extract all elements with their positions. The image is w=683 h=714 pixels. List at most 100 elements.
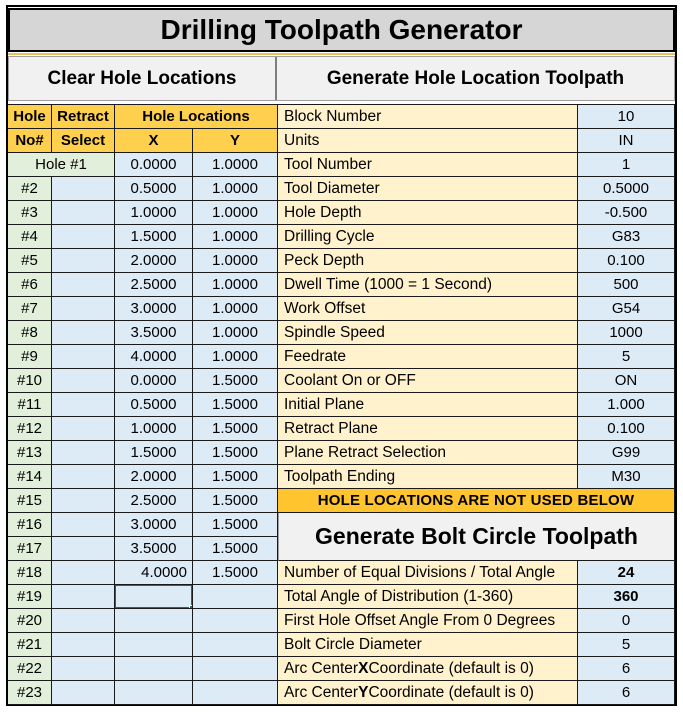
retract-select-cell[interactable] [52, 369, 115, 393]
hole-x-cell[interactable]: 3.0000 [115, 513, 193, 537]
hole-y-cell[interactable] [193, 609, 278, 633]
generate-bolt-circle-toolpath-button[interactable]: Generate Bolt Circle Toolpath [278, 513, 675, 561]
parameter-value-cell[interactable]: 0.100 [578, 417, 675, 441]
hole-x-cell[interactable]: 0.5000 [115, 177, 193, 201]
hole-y-cell[interactable]: 1.5000 [193, 465, 278, 489]
bolt-parameter-value-cell[interactable]: 0 [578, 609, 675, 633]
hole-y-cell[interactable]: 1.5000 [193, 441, 278, 465]
hole-y-cell[interactable]: 1.0000 [193, 249, 278, 273]
hole-x-cell[interactable] [115, 681, 193, 705]
retract-select-cell[interactable] [52, 249, 115, 273]
hole-x-cell[interactable] [115, 633, 193, 657]
retract-select-cell[interactable] [52, 441, 115, 465]
retract-select-cell[interactable] [52, 585, 115, 609]
parameter-value-cell[interactable]: G54 [578, 297, 675, 321]
parameter-value-cell[interactable]: 1000 [578, 321, 675, 345]
hole-x-cell[interactable]: 3.5000 [115, 537, 193, 561]
parameter-value-cell[interactable]: G99 [578, 441, 675, 465]
parameter-value-cell[interactable]: 500 [578, 273, 675, 297]
hole-y-cell[interactable]: 1.0000 [193, 345, 278, 369]
hole-y-cell[interactable] [193, 681, 278, 705]
retract-select-cell[interactable] [52, 417, 115, 441]
retract-select-cell[interactable] [52, 465, 115, 489]
hole-y-cell[interactable]: 1.0000 [193, 297, 278, 321]
parameter-value-cell[interactable]: M30 [578, 465, 675, 489]
parameter-value-cell[interactable]: 5 [578, 345, 675, 369]
hole-y-cell[interactable]: 1.5000 [193, 561, 278, 585]
hole-y-cell[interactable] [193, 633, 278, 657]
parameter-value-cell[interactable]: 1 [578, 153, 675, 177]
retract-select-cell[interactable] [52, 177, 115, 201]
bolt-parameter-value-cell[interactable]: 360 [578, 585, 675, 609]
hole-number-cell: #18 [8, 561, 52, 585]
hole-x-cell[interactable]: 0.0000 [115, 369, 193, 393]
hole-y-cell[interactable]: 1.5000 [193, 537, 278, 561]
retract-select-cell[interactable] [52, 321, 115, 345]
retract-select-cell[interactable] [52, 273, 115, 297]
hole-y-cell[interactable]: 1.0000 [193, 225, 278, 249]
bolt-parameter-value-cell[interactable]: 24 [578, 561, 675, 585]
parameter-value-cell[interactable]: 10 [578, 105, 675, 129]
retract-select-cell[interactable] [52, 225, 115, 249]
hole-y-cell[interactable]: 1.0000 [193, 177, 278, 201]
parameter-value-cell[interactable]: 0.5000 [578, 177, 675, 201]
hole-x-cell[interactable]: 1.0000 [115, 417, 193, 441]
retract-select-cell[interactable] [52, 297, 115, 321]
clear-hole-locations-button[interactable]: Clear Hole Locations [9, 57, 277, 100]
hole-y-cell[interactable]: 1.0000 [193, 201, 278, 225]
hole-x-cell[interactable] [115, 609, 193, 633]
hole-y-cell[interactable]: 1.5000 [193, 489, 278, 513]
hole-y-cell[interactable]: 1.5000 [193, 393, 278, 417]
retract-select-cell[interactable] [52, 489, 115, 513]
bolt-parameter-value-cell[interactable]: 6 [578, 681, 675, 705]
hole-x-cell[interactable]: 1.0000 [115, 201, 193, 225]
retract-select-cell[interactable] [52, 633, 115, 657]
parameter-value-cell[interactable]: IN [578, 129, 675, 153]
parameter-value-cell[interactable]: 1.000 [578, 393, 675, 417]
hole-x-cell[interactable]: 4.0000 [115, 561, 193, 585]
hole-y-cell[interactable]: 1.0000 [193, 273, 278, 297]
hole-x-cell[interactable]: 4.0000 [115, 345, 193, 369]
hole-x-cell[interactable]: 3.0000 [115, 297, 193, 321]
retract-select-cell[interactable] [52, 681, 115, 705]
hole-x-cell[interactable]: 2.0000 [115, 249, 193, 273]
hole-y-cell[interactable]: 1.5000 [193, 369, 278, 393]
parameter-value-cell[interactable]: -0.500 [578, 201, 675, 225]
parameter-value-cell[interactable]: ON [578, 369, 675, 393]
retract-select-cell[interactable] [52, 201, 115, 225]
parameter-label: Hole Depth [278, 201, 578, 225]
retract-select-cell[interactable] [52, 513, 115, 537]
hole-x-cell[interactable]: 0.5000 [115, 393, 193, 417]
hole-x-value: 2.5000 [130, 492, 177, 509]
hole-x-cell[interactable]: 2.0000 [115, 465, 193, 489]
retract-select-cell[interactable] [52, 657, 115, 681]
hole-x-cell[interactable] [115, 585, 193, 609]
hole-x-cell[interactable]: 2.5000 [115, 273, 193, 297]
bolt-parameter-value-cell[interactable]: 6 [578, 657, 675, 681]
hole-x-value: 3.0000 [130, 300, 177, 317]
hole-x-cell[interactable]: 2.5000 [115, 489, 193, 513]
hole-x-cell[interactable] [115, 657, 193, 681]
parameter-value-cell[interactable]: G83 [578, 225, 675, 249]
select-header: Select [52, 129, 115, 153]
hole-1-y-cell[interactable]: 1.0000 [193, 153, 278, 177]
generate-hole-location-toolpath-button[interactable]: Generate Hole Location Toolpath [326, 67, 625, 89]
retract-select-cell[interactable] [52, 561, 115, 585]
hole-x-value: 0.5000 [130, 396, 177, 413]
hole-y-cell[interactable]: 1.0000 [193, 321, 278, 345]
bolt-parameter-value-cell[interactable]: 5 [578, 633, 675, 657]
hole-y-cell[interactable] [193, 657, 278, 681]
hole-1-x-cell[interactable]: 0.0000 [115, 153, 193, 177]
retract-select-cell[interactable] [52, 393, 115, 417]
fill-handle[interactable] [189, 605, 192, 608]
retract-select-cell[interactable] [52, 609, 115, 633]
retract-select-cell[interactable] [52, 537, 115, 561]
hole-y-cell[interactable]: 1.5000 [193, 513, 278, 537]
hole-y-cell[interactable]: 1.5000 [193, 417, 278, 441]
hole-y-cell[interactable] [193, 585, 278, 609]
retract-select-cell[interactable] [52, 345, 115, 369]
hole-x-cell[interactable]: 1.5000 [115, 441, 193, 465]
hole-x-cell[interactable]: 3.5000 [115, 321, 193, 345]
parameter-value-cell[interactable]: 0.100 [578, 249, 675, 273]
hole-x-cell[interactable]: 1.5000 [115, 225, 193, 249]
